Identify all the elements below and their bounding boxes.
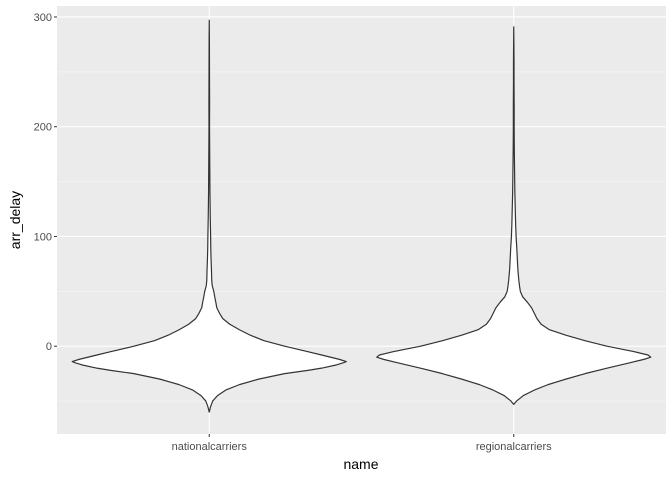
x-axis: nationalcarriers regionalcarriers xyxy=(172,434,552,453)
violin-nationalcarriers xyxy=(71,19,347,413)
violin-regionalcarriers xyxy=(376,26,652,405)
y-axis: 0 100 200 300 xyxy=(34,12,57,353)
y-tick-label: 100 xyxy=(34,231,52,243)
violins xyxy=(71,19,652,413)
y-tick-label: 0 xyxy=(46,341,52,353)
x-axis-title: name xyxy=(343,456,378,472)
grid-minor xyxy=(57,71,666,402)
y-tick-label: 300 xyxy=(34,12,52,24)
y-tick-label: 200 xyxy=(34,122,52,134)
x-tick-label: regionalcarriers xyxy=(476,441,552,453)
y-axis-title: arr_delay xyxy=(7,191,23,249)
x-tick-label: nationalcarriers xyxy=(172,441,248,453)
